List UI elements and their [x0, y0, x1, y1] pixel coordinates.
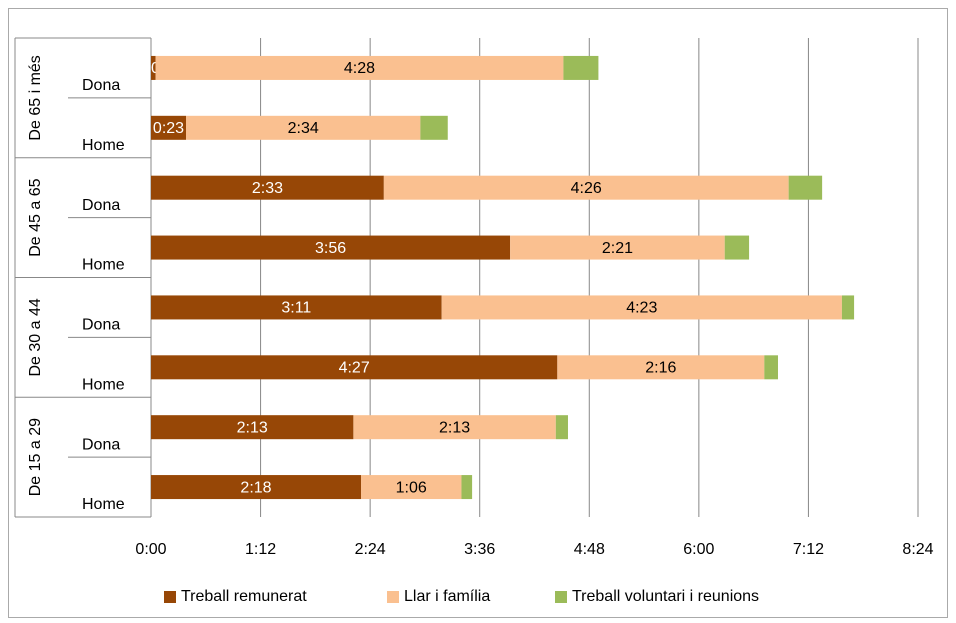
bar-segment — [788, 175, 823, 200]
x-tick-label: 0:00 — [135, 541, 166, 558]
bar-segment — [151, 295, 442, 320]
y-tick-label: Home — [82, 257, 125, 274]
bar-segment — [441, 295, 842, 320]
data-label: 3:56 — [315, 240, 346, 257]
bar-segment — [361, 475, 462, 500]
bar-segment — [151, 235, 511, 260]
x-tick-label: 1:12 — [245, 541, 276, 558]
data-label: 2:21 — [602, 240, 633, 257]
x-tick-label: 6:00 — [683, 541, 714, 558]
y-tick-label: Home — [82, 137, 125, 154]
y-tick-label: Home — [82, 496, 125, 513]
data-label: 2:13 — [237, 419, 268, 436]
y-tick-label: Dona — [82, 436, 120, 453]
x-tick-label: 7:12 — [793, 541, 824, 558]
bar-segment — [557, 355, 765, 380]
data-label: 0:23 — [153, 120, 184, 137]
bar-segment — [841, 295, 855, 320]
y-tick-label: Dona — [82, 77, 120, 94]
legend-swatch — [387, 591, 399, 603]
y-tick-label: Dona — [82, 317, 120, 334]
bar-segment — [186, 115, 421, 140]
bar-segment — [151, 175, 384, 200]
bar-segment — [151, 475, 362, 500]
data-label: 4:28 — [344, 60, 375, 77]
data-label: 1:06 — [396, 479, 427, 496]
data-label: 4:23 — [626, 300, 657, 317]
bar-segment — [420, 115, 448, 140]
bar-segment — [151, 55, 156, 80]
y-tick-label: Dona — [82, 197, 120, 214]
bar-segment — [555, 415, 568, 440]
bar-segment — [383, 175, 789, 200]
bar-segment — [764, 355, 778, 380]
legend-label: Treball remunerat — [181, 588, 307, 605]
x-tick-label: 2:24 — [355, 541, 386, 558]
group-label: De 30 a 44 — [27, 298, 44, 376]
data-label: 3:11 — [281, 300, 311, 317]
data-label: 2:33 — [252, 180, 283, 197]
data-label: 2:34 — [288, 120, 319, 137]
data-label: 2:18 — [240, 479, 271, 496]
group-label: De 15 a 29 — [27, 418, 44, 496]
legend-label: Treball voluntari i reunions — [572, 588, 759, 605]
x-tick-label: 4:48 — [574, 541, 605, 558]
bar-segment — [724, 235, 750, 260]
data-label: 2:16 — [645, 360, 676, 377]
bar-segment — [353, 415, 556, 440]
bar-segment — [510, 235, 725, 260]
bar-segment — [151, 115, 187, 140]
x-tick-label: 3:36 — [464, 541, 495, 558]
group-label: De 65 i més — [27, 55, 44, 140]
bar-segment — [461, 475, 473, 500]
bar-segment — [151, 355, 558, 380]
group-label: De 45 a 65 — [27, 178, 44, 256]
legend-swatch — [555, 591, 567, 603]
data-label: 2:13 — [439, 419, 470, 436]
y-tick-label: Home — [82, 376, 125, 393]
bar-segment — [151, 415, 354, 440]
data-label: 4:27 — [339, 360, 370, 377]
bar-segment — [563, 55, 599, 80]
data-label: 4:26 — [571, 180, 602, 197]
x-tick-label: 8:24 — [902, 541, 933, 558]
legend-swatch — [164, 591, 176, 603]
legend-label: Llar i família — [404, 588, 490, 605]
bar-segment — [155, 55, 564, 80]
